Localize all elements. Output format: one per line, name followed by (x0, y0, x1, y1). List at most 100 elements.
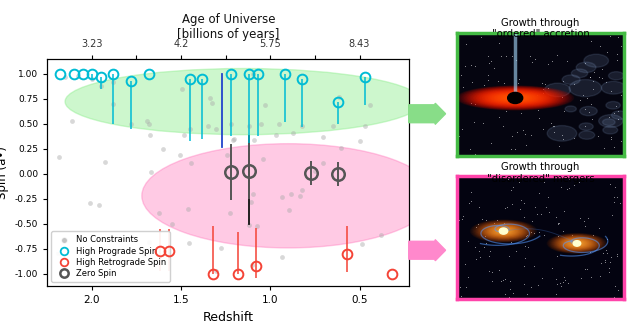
Point (613, 108, 623, 113)
Ellipse shape (489, 226, 518, 236)
Point (452, 35, 462, 40)
Point (612, 194, 622, 200)
Ellipse shape (460, 86, 571, 110)
Ellipse shape (488, 92, 542, 104)
Point (549, 123, 559, 128)
Point (54, 154, 64, 159)
Point (541, 204, 551, 209)
Point (514, 180, 524, 185)
Point (520, 131, 530, 136)
Point (600, 257, 610, 262)
Point (558, 79, 568, 84)
Point (476, 34, 486, 39)
Ellipse shape (65, 69, 422, 135)
Point (540, 81, 550, 86)
Point (183, 241, 193, 246)
Point (474, 204, 484, 209)
Ellipse shape (552, 235, 602, 252)
Ellipse shape (554, 236, 600, 251)
Point (575, 215, 585, 220)
Point (226, 121, 236, 126)
Point (260, 102, 270, 108)
Ellipse shape (490, 227, 517, 236)
Point (585, 250, 595, 255)
Point (556, 185, 566, 190)
Ellipse shape (462, 87, 568, 109)
Point (515, 206, 525, 212)
Ellipse shape (461, 87, 569, 109)
X-axis label: Age of Universe
[billions of years]: Age of Universe [billions of years] (177, 13, 280, 41)
Point (288, 130, 298, 135)
Ellipse shape (574, 242, 580, 244)
Point (551, 215, 561, 220)
Ellipse shape (474, 89, 556, 106)
Ellipse shape (549, 234, 605, 253)
Point (466, 199, 476, 204)
Point (520, 255, 530, 260)
Ellipse shape (483, 224, 524, 238)
Point (575, 98, 585, 103)
Point (558, 279, 568, 284)
Point (597, 67, 607, 72)
Ellipse shape (570, 241, 585, 246)
Point (598, 146, 609, 151)
Point (518, 127, 529, 133)
Point (569, 136, 579, 141)
Point (464, 238, 474, 243)
Point (546, 121, 556, 126)
Point (471, 101, 481, 106)
Ellipse shape (495, 94, 536, 102)
Point (287, 191, 297, 197)
Point (464, 201, 474, 206)
Circle shape (573, 240, 581, 246)
Point (474, 254, 484, 259)
Point (612, 116, 622, 121)
Point (504, 253, 514, 258)
Ellipse shape (478, 222, 529, 240)
Point (521, 234, 531, 239)
Ellipse shape (612, 111, 627, 119)
Point (597, 75, 607, 80)
Point (212, 126, 222, 132)
Point (207, 100, 217, 105)
Point (452, 282, 462, 288)
Ellipse shape (507, 96, 524, 100)
Point (562, 187, 572, 192)
Point (526, 229, 536, 234)
Point (457, 84, 467, 89)
Ellipse shape (498, 229, 508, 233)
Point (547, 58, 558, 63)
Point (297, 188, 307, 193)
Ellipse shape (576, 62, 596, 72)
Point (585, 74, 595, 79)
Point (554, 221, 564, 226)
Ellipse shape (565, 239, 589, 248)
Ellipse shape (570, 241, 583, 246)
Point (179, 133, 189, 138)
Point (508, 184, 518, 189)
Point (500, 205, 510, 210)
Point (229, 136, 239, 141)
Point (480, 233, 490, 238)
Point (602, 49, 612, 54)
Point (533, 107, 543, 112)
Ellipse shape (481, 224, 525, 239)
Point (533, 282, 543, 287)
Point (616, 92, 626, 97)
Point (569, 183, 579, 188)
Point (478, 217, 488, 222)
Point (67, 119, 77, 124)
Point (355, 139, 365, 144)
Point (483, 53, 493, 58)
Point (602, 237, 612, 242)
Ellipse shape (562, 75, 580, 84)
Point (578, 92, 588, 97)
Ellipse shape (579, 123, 593, 130)
Point (522, 244, 532, 249)
X-axis label: Redshift: Redshift (203, 311, 254, 324)
Ellipse shape (565, 106, 576, 112)
Point (455, 31, 465, 36)
Point (552, 281, 562, 286)
Point (519, 263, 529, 268)
Point (609, 199, 619, 204)
